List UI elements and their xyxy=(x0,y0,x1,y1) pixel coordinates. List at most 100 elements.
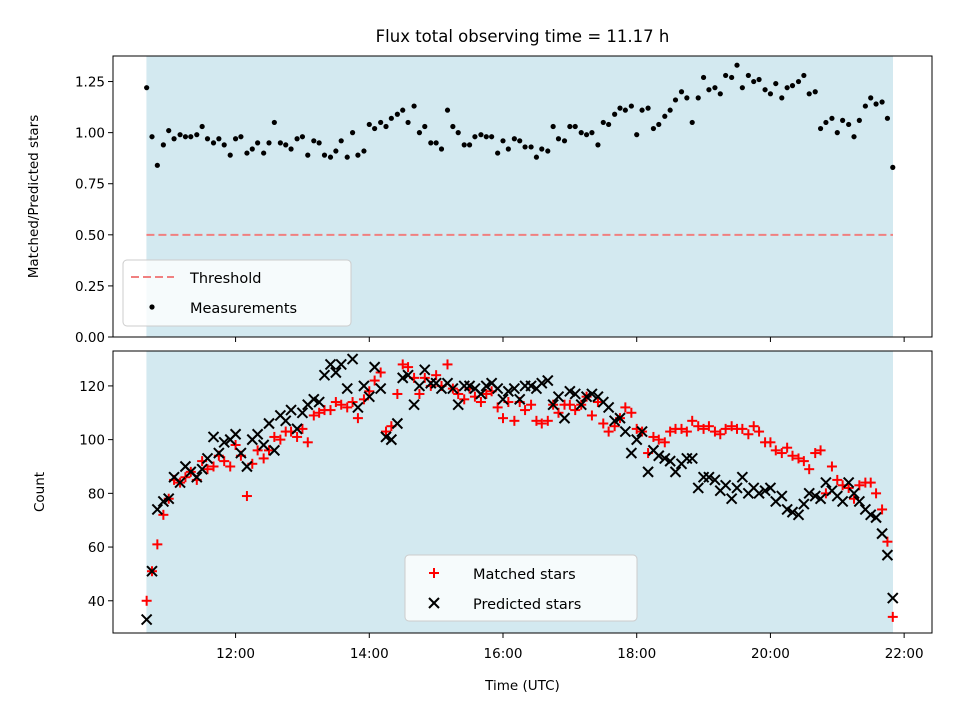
measurement-point xyxy=(216,136,222,142)
predicted-star-point xyxy=(151,503,164,516)
predicted-star-point xyxy=(174,476,186,489)
predicted-star-point xyxy=(502,385,515,397)
top-axes-frame xyxy=(112,55,933,338)
measurement-point xyxy=(561,138,568,144)
measurement-point xyxy=(283,142,289,148)
measurement-point xyxy=(232,136,239,142)
matched-star-point xyxy=(865,477,876,488)
predicted-star-point xyxy=(191,471,203,483)
matched-star-point xyxy=(531,415,542,426)
measurement-point xyxy=(617,105,623,111)
matched-star-point xyxy=(743,429,754,440)
x-axis-label: Time (UTC) xyxy=(484,678,560,694)
measurement-point xyxy=(879,99,885,105)
y-tick-label: 0.25 xyxy=(75,279,105,295)
predicted-star-point xyxy=(709,474,721,486)
matched-star-point xyxy=(542,415,553,426)
matched-star-point xyxy=(715,429,726,440)
predicted-star-point xyxy=(547,399,559,411)
matched-star-point xyxy=(264,445,274,456)
measurement-point xyxy=(166,127,172,134)
predicted-star-point xyxy=(313,396,325,408)
matched-star-point xyxy=(526,399,537,410)
predicted-star-point xyxy=(776,490,788,502)
matched-star-point xyxy=(787,450,798,461)
measurement-point xyxy=(495,150,501,156)
measurement-points xyxy=(144,62,896,170)
matched-star-point xyxy=(887,611,898,622)
predicted-star-point xyxy=(636,425,648,438)
x-tick-label: 12:00 xyxy=(216,646,255,662)
matched-star-point xyxy=(586,410,597,421)
matched-star-point xyxy=(709,426,720,437)
matched-star-point xyxy=(693,421,704,432)
matched-star-point xyxy=(804,464,815,475)
measurement-point xyxy=(739,85,745,91)
measurement-point xyxy=(851,134,857,140)
matched-star-point xyxy=(208,461,219,472)
matched-star-point xyxy=(810,448,821,459)
measurement-point xyxy=(244,150,250,156)
measurement-point xyxy=(634,132,640,138)
measurement-point xyxy=(428,140,434,146)
predicted-star-point xyxy=(552,390,565,403)
predicted-star-point xyxy=(575,399,587,411)
measurement-point xyxy=(656,121,662,128)
matched-star-point xyxy=(776,448,787,459)
y-tick-label: 80 xyxy=(88,486,105,502)
matched-star-point xyxy=(392,388,403,399)
measurement-point xyxy=(255,140,261,146)
measurement-point xyxy=(349,130,356,136)
top-legend: Threshold Measurements xyxy=(122,259,352,327)
measurement-point xyxy=(500,138,506,144)
matched-star-point xyxy=(564,399,575,410)
top-chart-title: Flux total observing time = 11.17 h xyxy=(376,27,670,46)
predicted-star-point xyxy=(235,447,247,459)
matched-star-point xyxy=(292,431,303,442)
measurement-point xyxy=(600,119,606,126)
matched-star-point xyxy=(782,442,793,453)
predicted-star-point xyxy=(268,444,281,457)
top-y-ticks: 0.00 0.25 0.50 0.75 1.00 1.25 xyxy=(75,75,113,346)
measurement-point xyxy=(672,97,679,103)
matched-star-point xyxy=(275,434,286,445)
measurement-point xyxy=(550,123,556,130)
matched-star-point xyxy=(882,536,893,547)
matched-star-point xyxy=(141,595,152,606)
measurement-point xyxy=(433,140,439,146)
predicted-star-point xyxy=(280,415,292,427)
predicted-star-point xyxy=(391,417,404,430)
measurement-point xyxy=(806,91,812,97)
matched-star-point xyxy=(603,426,614,437)
measurement-point xyxy=(338,138,344,144)
predicted-star-point xyxy=(653,450,665,462)
measurement-point xyxy=(868,95,874,101)
matched-star-point xyxy=(553,407,564,418)
predicted-star-point xyxy=(669,466,682,478)
measurement-point xyxy=(261,150,267,156)
matched-star-point xyxy=(703,421,714,432)
predicted-star-point xyxy=(201,452,214,465)
predicted-star-point xyxy=(814,493,827,505)
matched-star-point xyxy=(314,407,325,418)
measurement-point xyxy=(416,130,423,136)
matched-star-point xyxy=(770,445,781,456)
measurement-point xyxy=(483,134,489,140)
measurement-point xyxy=(589,130,595,136)
predicted-star-point xyxy=(213,447,225,459)
measurement-point xyxy=(288,146,294,152)
top-panel: 0.00 0.25 0.50 0.75 1.00 1.25 Flux total obse… xyxy=(26,27,933,346)
matched-star-point xyxy=(609,421,620,432)
measurement-point xyxy=(639,107,645,113)
predicted-star-point xyxy=(569,388,581,400)
predicted-star-point xyxy=(229,428,242,440)
predicted-star-point xyxy=(876,527,888,540)
matched-star-point xyxy=(877,504,888,515)
predicted-star-point xyxy=(508,382,521,395)
matched-star-point xyxy=(419,372,430,383)
measurement-point xyxy=(756,76,762,83)
measurement-point xyxy=(177,132,183,138)
count-points xyxy=(140,353,899,626)
x-tick-label: 20:00 xyxy=(751,646,790,662)
measurement-point xyxy=(271,119,277,126)
